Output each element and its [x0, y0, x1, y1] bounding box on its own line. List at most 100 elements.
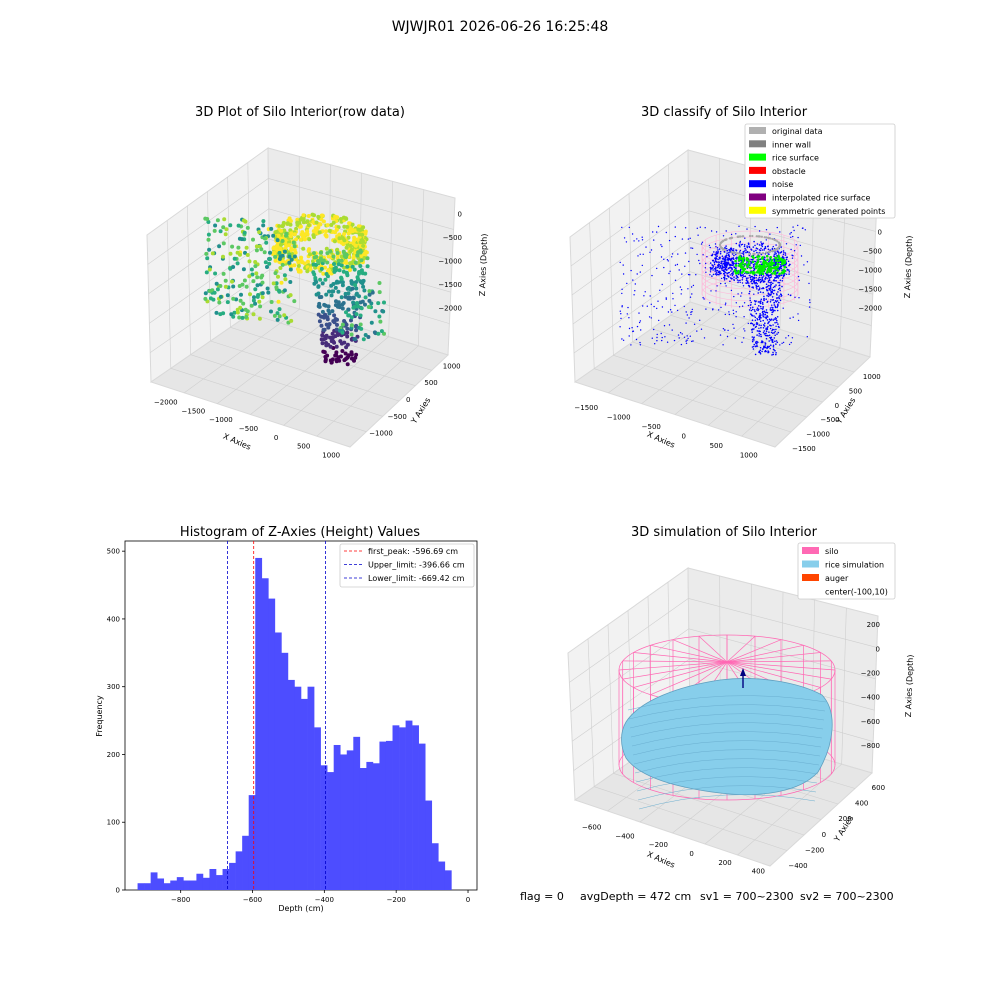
- scatter-point: [249, 303, 254, 308]
- noise-point: [656, 333, 658, 336]
- y-tick-label: 0: [822, 831, 826, 839]
- histogram-bar: [274, 632, 282, 890]
- histogram-bar: [372, 763, 380, 890]
- noise-point: [722, 328, 725, 330]
- x-tick-label: −400: [615, 832, 634, 840]
- scatter-point: [294, 237, 299, 242]
- noise-point: [776, 275, 779, 278]
- scatter-point: [306, 259, 310, 264]
- noise-point: [789, 233, 791, 235]
- noise-point: [714, 243, 717, 245]
- scatter-point: [279, 280, 284, 285]
- noise-point: [760, 247, 762, 250]
- noise-point: [770, 309, 772, 312]
- noise-point: [770, 283, 772, 285]
- noise-point: [759, 353, 762, 355]
- scatter-point: [319, 250, 323, 255]
- scatter-point: [230, 244, 235, 249]
- noise-point: [638, 240, 640, 242]
- scatter-point: [354, 280, 358, 285]
- noise-point: [775, 252, 777, 255]
- x-tick-label: −1000: [209, 416, 233, 424]
- silo-roof-line: [726, 639, 782, 663]
- noise-point: [765, 298, 767, 301]
- rice-surface-point: [765, 254, 769, 258]
- noise-point: [788, 343, 791, 346]
- noise-point: [621, 338, 623, 340]
- silo-roof-line: [633, 652, 728, 663]
- inner-wall-point: [731, 236, 734, 239]
- noise-point: [743, 316, 745, 318]
- noise-point: [756, 330, 759, 332]
- noise-point: [633, 294, 635, 296]
- noise-point: [795, 244, 797, 246]
- noise-point: [702, 297, 704, 299]
- rice-surface-point: [770, 261, 773, 264]
- scatter-point: [319, 213, 324, 218]
- histogram-bar: [444, 870, 452, 890]
- noise-point: [760, 261, 762, 263]
- noise-point: [764, 342, 766, 344]
- noise-point: [725, 285, 727, 287]
- noise-point: [788, 269, 790, 271]
- rice-surface-point: [735, 271, 738, 275]
- inner-wall-point: [778, 244, 782, 247]
- scatter-point: [358, 313, 363, 318]
- scatter-point: [319, 217, 324, 222]
- noise-point: [735, 249, 738, 252]
- noise-point: [711, 275, 713, 277]
- noise-point: [762, 319, 764, 322]
- scatter-point: [325, 274, 330, 279]
- noise-point: [773, 331, 775, 334]
- noise-point: [678, 337, 680, 339]
- noise-point: [619, 310, 621, 312]
- inner-wall-point: [768, 250, 772, 253]
- noise-point: [735, 242, 738, 245]
- noise-point: [656, 231, 658, 233]
- scatter-point: [323, 336, 328, 341]
- noise-point: [775, 352, 777, 354]
- z-tick-label: −500: [863, 248, 882, 256]
- inner-wall-point: [761, 252, 765, 255]
- scatter-point: [276, 299, 281, 304]
- noise-point: [717, 266, 719, 269]
- noise-point: [787, 335, 790, 337]
- noise-point: [691, 308, 693, 311]
- legend-swatch: [749, 193, 766, 201]
- noise-point: [715, 253, 718, 255]
- silo-roof-line: [726, 644, 804, 663]
- noise-point: [735, 262, 738, 265]
- noise-point: [692, 340, 694, 342]
- noise-point: [728, 255, 731, 257]
- noise-point: [738, 280, 740, 282]
- x-tick-label: 1000: [322, 452, 340, 460]
- noise-point: [724, 329, 726, 331]
- noise-point: [761, 301, 764, 304]
- noise-point: [705, 262, 707, 265]
- noise-point: [716, 269, 719, 272]
- noise-point: [726, 264, 729, 266]
- noise-point: [681, 333, 683, 335]
- scatter-point: [328, 263, 333, 268]
- noise-point: [785, 243, 788, 245]
- histogram-bar: [366, 761, 374, 890]
- noise-point: [722, 272, 725, 275]
- scatter-point: [361, 337, 366, 342]
- scatter-point: [340, 330, 345, 335]
- noise-point: [762, 346, 765, 349]
- scatter-point: [335, 322, 339, 327]
- rice-surface-point: [777, 262, 780, 266]
- noise-point: [770, 318, 773, 321]
- scatter-point: [275, 238, 280, 243]
- scatter-point: [363, 271, 368, 276]
- histogram-bar: [333, 744, 341, 890]
- scatter-point: [232, 256, 237, 261]
- noise-point: [746, 245, 748, 247]
- rice-surface-point: [760, 257, 764, 260]
- noise-point: [747, 284, 750, 287]
- histogram-bar: [379, 741, 387, 890]
- mesh-line: [627, 695, 827, 711]
- rice-surface-point: [755, 271, 759, 274]
- noise-point: [746, 250, 749, 253]
- x-tick-label: 0: [466, 896, 470, 904]
